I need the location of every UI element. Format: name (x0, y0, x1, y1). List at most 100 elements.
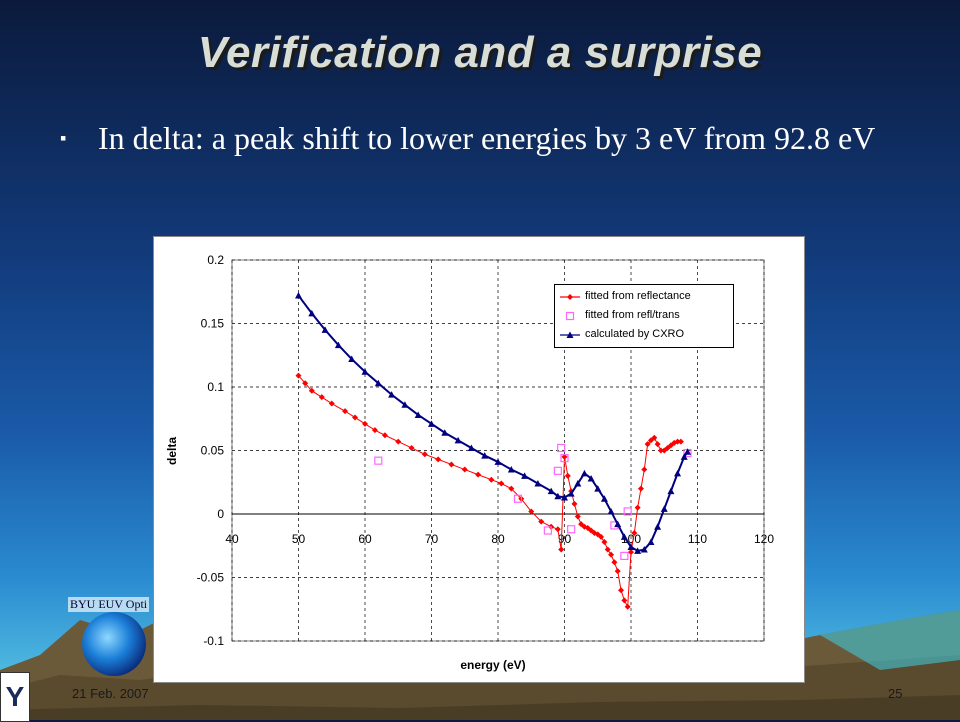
data-point (660, 505, 668, 512)
data-point (560, 454, 569, 463)
bullet-text: In delta: a peak shift to lower energies… (98, 120, 876, 156)
data-point (308, 387, 315, 394)
data-point (352, 414, 359, 421)
data-point (608, 551, 615, 558)
y-tick-label: 0.05 (201, 444, 225, 458)
data-point (461, 466, 468, 473)
series-1 (295, 372, 684, 610)
data-point (614, 520, 622, 528)
data-point (435, 456, 442, 463)
data-point (594, 485, 602, 492)
data-point (623, 507, 632, 516)
data-point (654, 441, 661, 448)
data-point (528, 508, 535, 515)
data-point (667, 487, 675, 495)
data-point (318, 394, 325, 401)
data-point (295, 372, 302, 379)
x-tick-label: 100 (621, 532, 641, 546)
y-axis-label: delta (165, 437, 179, 465)
y-tick-label: 0.15 (201, 317, 225, 331)
series-3 (295, 292, 692, 554)
x-tick-label: 70 (425, 532, 439, 546)
data-point (561, 453, 568, 460)
data-point (640, 546, 648, 553)
data-point (674, 469, 682, 477)
data-point (448, 461, 455, 468)
data-point (580, 469, 588, 477)
data-point (498, 480, 505, 487)
data-point (454, 436, 462, 444)
series-2 (374, 443, 692, 561)
data-point (574, 480, 582, 487)
data-point (534, 480, 542, 487)
byu-euv-logo-text: BYU EUV Opti (68, 597, 150, 612)
chart-legend: fitted from reflectance fitted from refl/… (554, 284, 734, 348)
y-tick-label: -0.1 (203, 634, 224, 648)
data-point (637, 485, 644, 492)
diamond-marker-icon (560, 294, 580, 300)
data-point (494, 458, 502, 465)
x-axis-label: energy (eV) (460, 658, 525, 672)
data-point (334, 341, 342, 349)
data-point (553, 466, 562, 475)
y-tick-label: 0.2 (207, 253, 224, 267)
x-tick-label: 80 (491, 532, 505, 546)
data-point (564, 472, 571, 479)
data-point (538, 518, 545, 525)
data-point (388, 391, 396, 398)
triangle-marker-icon (560, 331, 580, 338)
chart-grid (231, 259, 765, 642)
data-point (295, 292, 302, 299)
data-point (620, 551, 629, 561)
x-tick-label: 50 (292, 532, 306, 546)
data-point (507, 466, 515, 473)
data-point (574, 513, 581, 520)
x-tick-label: 40 (225, 532, 239, 546)
legend-item: calculated by CXRO (555, 326, 733, 344)
data-point (362, 420, 368, 427)
data-point (374, 379, 382, 387)
data-point (302, 380, 309, 387)
data-point (408, 444, 415, 451)
data-point (641, 466, 648, 473)
legend-label: fitted from reflectance (585, 290, 691, 302)
data-point (557, 443, 566, 453)
data-point (601, 538, 608, 545)
data-point (348, 355, 356, 363)
data-point (395, 438, 402, 445)
data-point (521, 472, 529, 479)
data-point (654, 523, 662, 530)
chart-frame: 40 50 60 70 80 90 100 110 120 -0.1 -0.05 0 0.05 0.1 0.… (153, 236, 805, 683)
byu-y-logo: Y (0, 672, 30, 722)
data-point (624, 603, 631, 610)
data-point (657, 447, 664, 454)
data-point (475, 471, 482, 478)
data-point (571, 500, 578, 507)
data-point (567, 525, 576, 534)
data-point (401, 401, 409, 408)
data-point (578, 521, 585, 528)
data-point (598, 533, 605, 540)
data-point (414, 411, 422, 418)
data-point (677, 438, 684, 445)
data-point (607, 507, 615, 515)
data-point (488, 476, 495, 483)
data-point (543, 526, 552, 535)
y-tick-label: -0.05 (197, 571, 225, 585)
data-point (674, 438, 681, 445)
y-logo-letter: Y (5, 681, 25, 712)
data-point (567, 490, 575, 497)
data-point (620, 533, 628, 540)
data-point (600, 495, 608, 502)
data-point (554, 492, 562, 500)
data-point (428, 420, 435, 427)
data-point (614, 568, 621, 575)
globe-logo-icon (82, 612, 146, 676)
data-point (558, 546, 565, 553)
data-point (621, 597, 628, 604)
legend-label: fitted from refl/trans (585, 309, 680, 321)
series-line (298, 375, 681, 609)
bullet-marker-icon: ▪ (60, 128, 67, 148)
chart-axes: 40 50 60 70 80 90 100 110 120-0.1-0.0500.050.10.… (197, 253, 775, 648)
data-point (321, 326, 329, 333)
